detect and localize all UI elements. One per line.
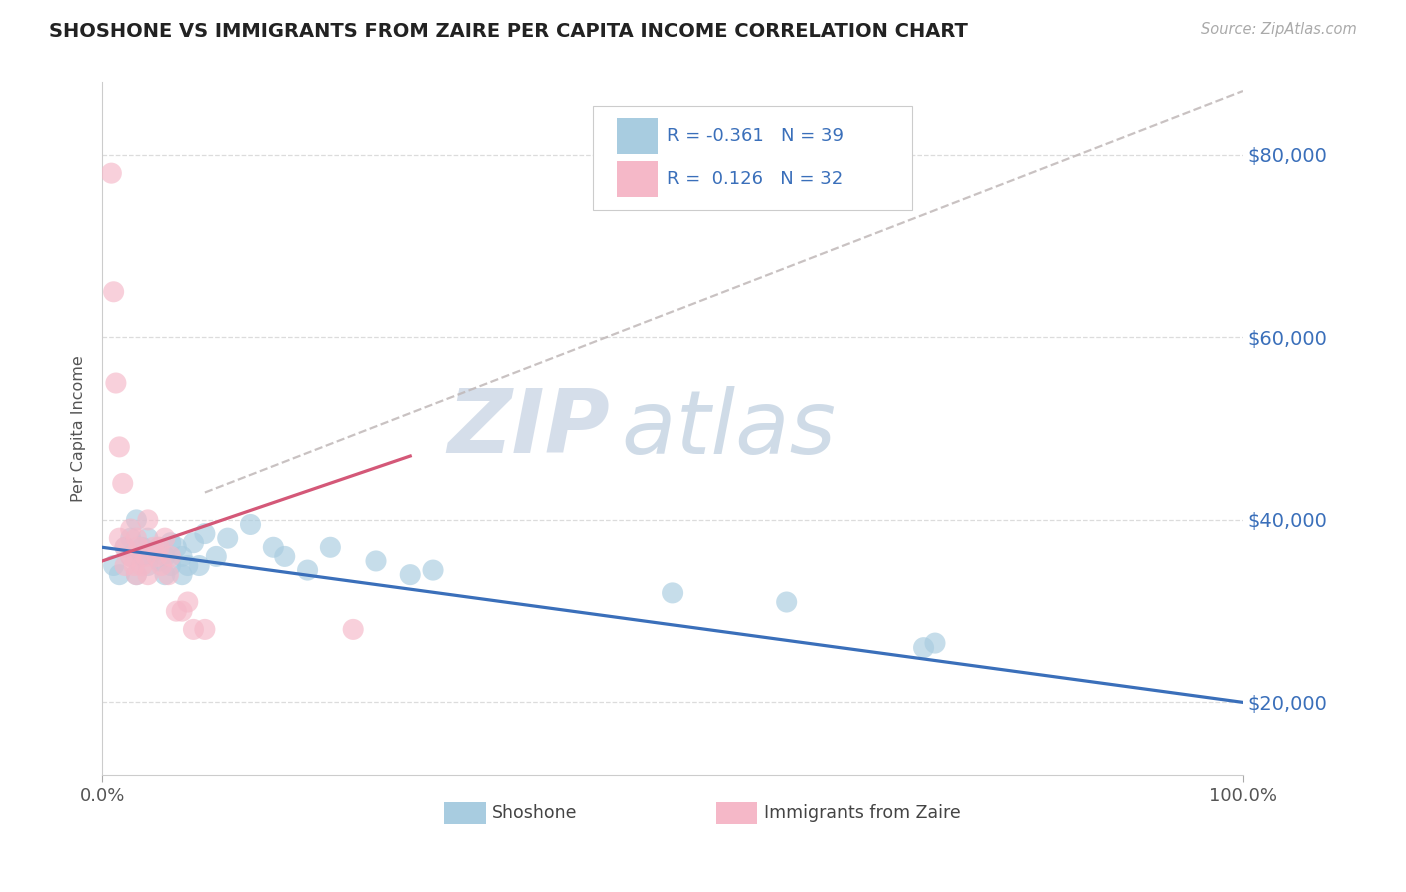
Point — [125, 567, 148, 582]
Point — [103, 558, 125, 573]
Text: ZIP: ZIP — [447, 385, 610, 472]
FancyBboxPatch shape — [593, 106, 912, 211]
Point — [274, 549, 297, 564]
Point — [120, 549, 142, 564]
Point — [364, 554, 387, 568]
Point — [165, 541, 187, 555]
Point — [131, 558, 153, 573]
Point — [297, 563, 319, 577]
Point — [148, 541, 170, 555]
Point — [122, 558, 145, 573]
FancyBboxPatch shape — [617, 161, 658, 197]
Point — [924, 636, 946, 650]
Y-axis label: Per Capita Income: Per Capita Income — [72, 355, 86, 502]
Point — [142, 541, 165, 555]
Point — [194, 526, 217, 541]
Point — [159, 549, 181, 564]
Point — [912, 640, 935, 655]
Point — [194, 623, 217, 637]
Text: Shoshone: Shoshone — [492, 804, 578, 822]
Point — [148, 554, 170, 568]
Point — [262, 541, 284, 555]
Point — [125, 567, 148, 582]
Point — [114, 541, 136, 555]
FancyBboxPatch shape — [716, 802, 756, 824]
Point — [399, 567, 422, 582]
Point — [136, 567, 159, 582]
Point — [177, 558, 200, 573]
Point — [661, 586, 683, 600]
Point — [148, 541, 170, 555]
Point — [135, 549, 157, 564]
Text: R = -0.361   N = 39: R = -0.361 N = 39 — [666, 127, 844, 145]
Point — [159, 535, 181, 549]
Point — [150, 558, 173, 573]
Point — [120, 531, 142, 545]
Point — [153, 531, 176, 545]
Point — [136, 558, 159, 573]
FancyBboxPatch shape — [444, 802, 485, 824]
Point — [136, 531, 159, 545]
Point — [108, 440, 131, 454]
Point — [776, 595, 799, 609]
Text: Source: ZipAtlas.com: Source: ZipAtlas.com — [1201, 22, 1357, 37]
Point — [183, 535, 205, 549]
Point — [114, 558, 136, 573]
Point — [136, 513, 159, 527]
Point — [111, 476, 134, 491]
Point — [170, 604, 193, 618]
Point — [217, 531, 239, 545]
FancyBboxPatch shape — [617, 118, 658, 154]
Point — [108, 531, 131, 545]
Point — [120, 549, 142, 564]
Point — [125, 513, 148, 527]
Point — [114, 541, 136, 555]
Point — [239, 517, 262, 532]
Point — [205, 549, 228, 564]
Point — [131, 549, 153, 564]
Point — [170, 549, 193, 564]
Text: R =  0.126   N = 32: R = 0.126 N = 32 — [666, 170, 844, 188]
Point — [319, 541, 342, 555]
Point — [131, 541, 153, 555]
Point — [128, 541, 150, 555]
Point — [146, 549, 169, 564]
Point — [103, 787, 125, 801]
Point — [159, 558, 181, 573]
Point — [165, 604, 187, 618]
Point — [142, 545, 165, 559]
Point — [108, 567, 131, 582]
Point — [153, 567, 176, 582]
Point — [422, 563, 444, 577]
Point — [188, 558, 211, 573]
Point — [177, 595, 200, 609]
Text: atlas: atlas — [621, 385, 837, 472]
Point — [103, 285, 125, 299]
Point — [120, 522, 142, 536]
Text: Immigrants from Zaire: Immigrants from Zaire — [763, 804, 960, 822]
Point — [125, 531, 148, 545]
Text: SHOSHONE VS IMMIGRANTS FROM ZAIRE PER CAPITA INCOME CORRELATION CHART: SHOSHONE VS IMMIGRANTS FROM ZAIRE PER CA… — [49, 22, 969, 41]
Point — [100, 166, 122, 180]
Point — [342, 623, 364, 637]
Point — [153, 549, 176, 564]
Point — [104, 376, 127, 390]
Point — [170, 567, 193, 582]
Point — [157, 567, 180, 582]
Point — [183, 623, 205, 637]
